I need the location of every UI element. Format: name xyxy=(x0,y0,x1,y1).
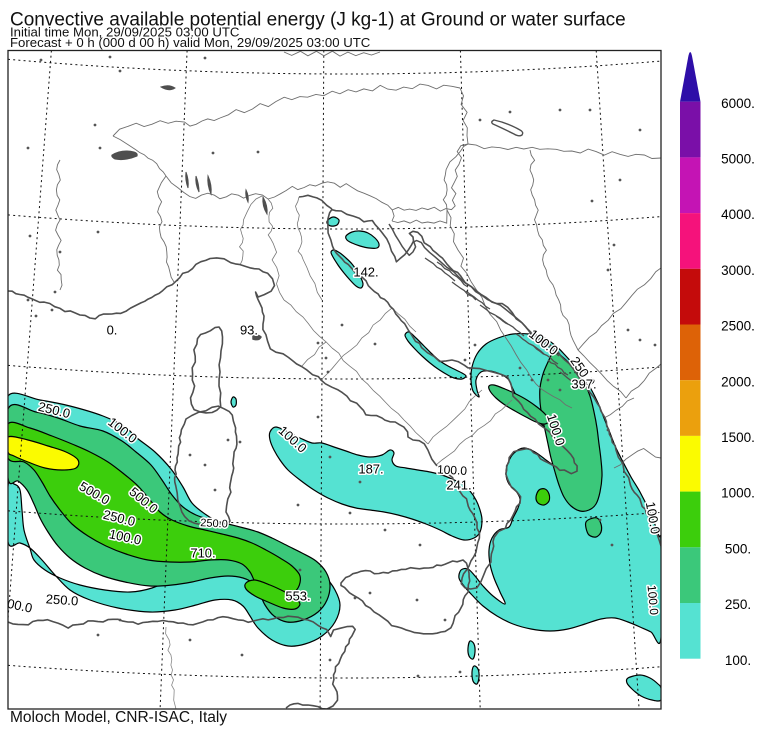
svg-text:2500.: 2500. xyxy=(721,319,755,334)
svg-text:250.: 250. xyxy=(725,597,751,612)
svg-text:250.0: 250.0 xyxy=(200,517,228,530)
svg-text:2000.: 2000. xyxy=(721,374,755,389)
svg-text:Moloch Model, CNR-ISAC, Italy: Moloch Model, CNR-ISAC, Italy xyxy=(10,709,227,726)
svg-text:250.0: 250.0 xyxy=(45,591,79,608)
svg-text:93.: 93. xyxy=(240,322,258,337)
svg-text:710.: 710. xyxy=(190,545,215,560)
svg-text:1500.: 1500. xyxy=(721,430,755,445)
svg-text:5000.: 5000. xyxy=(721,151,755,166)
svg-text:142.: 142. xyxy=(353,264,378,279)
svg-text:397.: 397. xyxy=(571,376,596,391)
svg-text:100.0: 100.0 xyxy=(437,462,468,478)
svg-text:187.: 187. xyxy=(358,461,383,476)
svg-text:500.: 500. xyxy=(725,541,751,556)
svg-text:0.: 0. xyxy=(107,322,118,337)
svg-text:241.: 241. xyxy=(446,477,471,492)
svg-text:Initial time Mon, 29/09/2025: Initial time Mon, 29/09/2025 03:00 UTC xyxy=(10,24,240,39)
svg-text:553.: 553. xyxy=(285,588,310,603)
svg-text:4000.: 4000. xyxy=(721,207,755,222)
svg-text:Convective available potential: Convective available potential energy (J… xyxy=(10,10,626,31)
svg-text:Forecast + 0 h (000 d 00 h: Forecast + 0 h (000 d 00 h) valid Mon, 2… xyxy=(10,35,371,50)
svg-text:3000.: 3000. xyxy=(721,263,755,278)
svg-text:100.: 100. xyxy=(725,653,751,668)
svg-text:100.0: 100.0 xyxy=(645,584,662,615)
svg-text:6000.: 6000. xyxy=(721,96,755,111)
svg-text:1000.: 1000. xyxy=(721,486,755,501)
